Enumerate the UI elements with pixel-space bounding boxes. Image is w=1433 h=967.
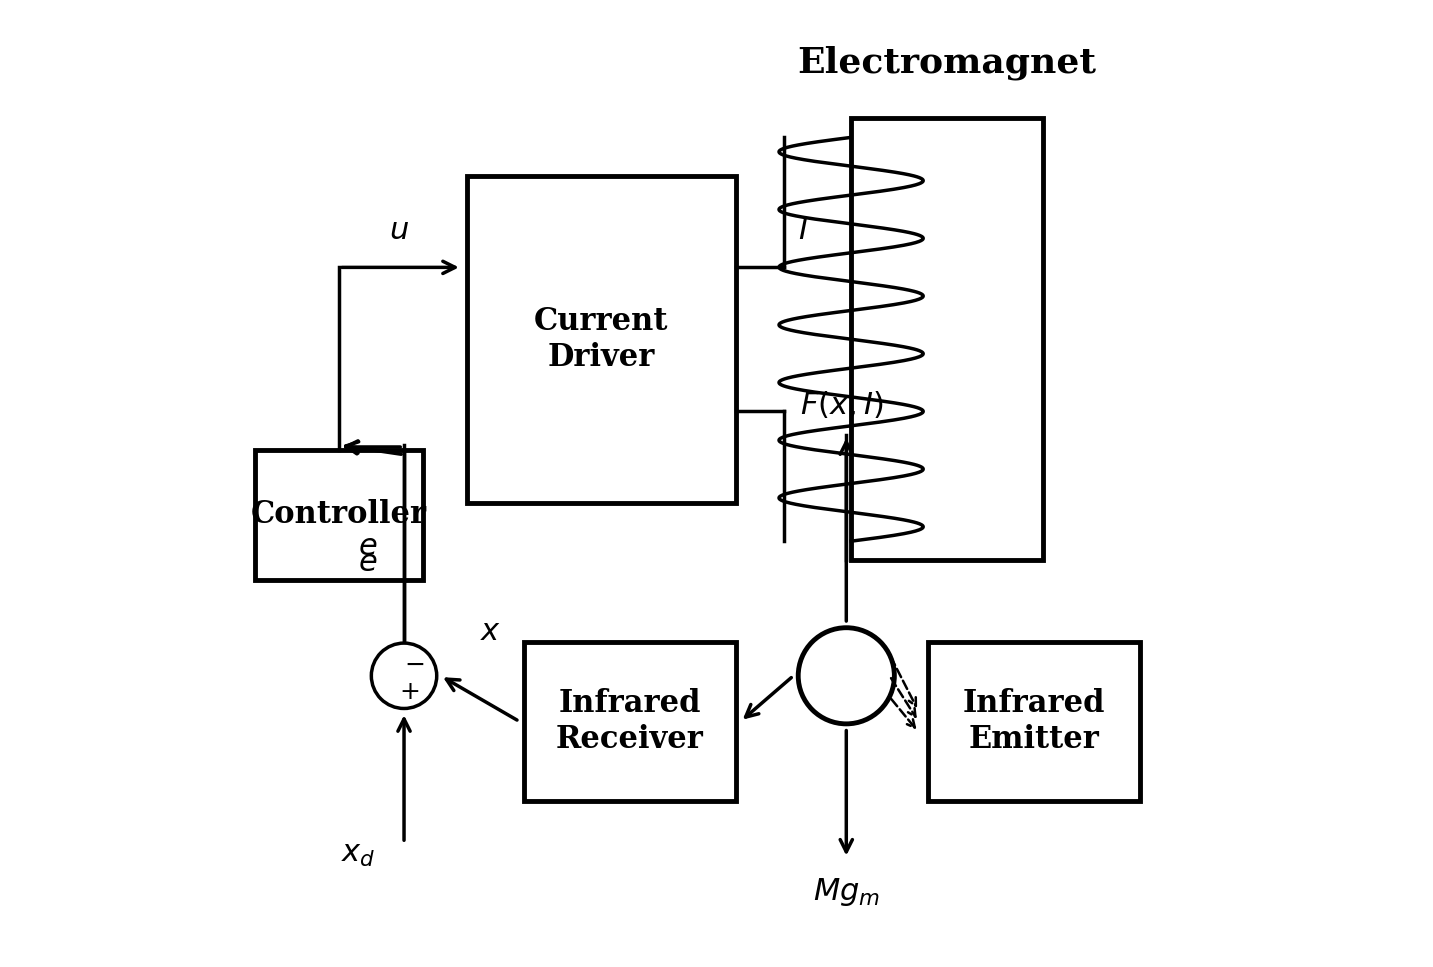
Text: $u$: $u$ <box>388 216 408 247</box>
Bar <box>524 642 735 801</box>
Text: Electromagnet: Electromagnet <box>798 45 1096 79</box>
Bar <box>255 450 423 579</box>
Text: $x$: $x$ <box>480 616 500 647</box>
Text: $I$: $I$ <box>798 216 808 247</box>
Text: $+$: $+$ <box>398 681 418 704</box>
Text: $e$: $e$ <box>358 547 377 578</box>
Text: Infrared
Emitter: Infrared Emitter <box>963 689 1105 755</box>
Circle shape <box>798 628 894 724</box>
Text: $Mg_m$: $Mg_m$ <box>813 876 880 908</box>
Text: Infrared
Receiver: Infrared Receiver <box>556 689 704 755</box>
Circle shape <box>371 643 437 709</box>
Text: $-$: $-$ <box>404 653 424 676</box>
Text: Controller: Controller <box>251 499 427 530</box>
Bar <box>851 118 1043 561</box>
Bar <box>467 176 735 503</box>
Text: Current
Driver: Current Driver <box>535 306 668 372</box>
Text: $F(x, I)$: $F(x, I)$ <box>800 390 883 421</box>
Text: $x_d$: $x_d$ <box>341 838 375 869</box>
Text: $e$: $e$ <box>358 531 377 562</box>
Bar <box>929 642 1139 801</box>
